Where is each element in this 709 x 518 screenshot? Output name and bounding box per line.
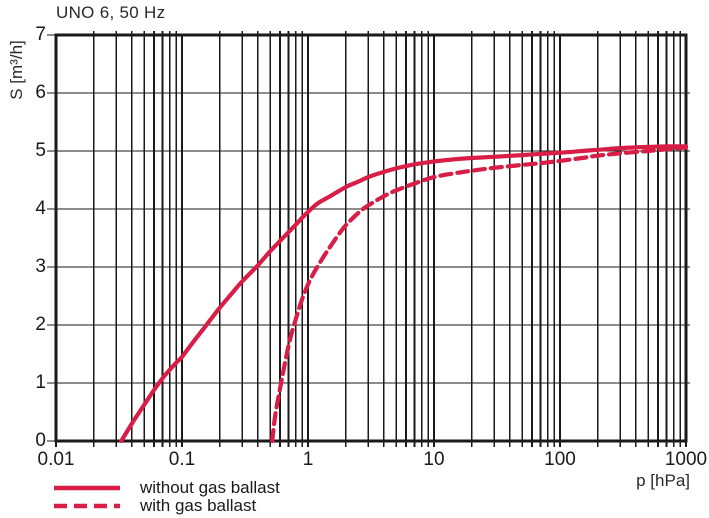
legend-item-without-gas-ballast: without gas ballast (52, 478, 280, 497)
y-tick-label: 2 (35, 314, 46, 335)
y-tick-label: 6 (35, 82, 46, 103)
x-axis-label: p [hPa] (636, 471, 690, 490)
x-tick-label: 1 (302, 449, 314, 470)
x-tick-label: 0.1 (168, 449, 196, 470)
x-tick-label: 100 (544, 449, 576, 470)
x-tick-label: 0.01 (37, 449, 75, 470)
legend-label-without-gas-ballast: without gas ballast (140, 478, 280, 497)
dashed-line-swatch-icon (54, 503, 120, 509)
grid-vertical (54, 31, 688, 447)
solid-line-swatch-icon (54, 485, 120, 491)
y-tick-label: 5 (35, 140, 46, 161)
plot-border (54, 33, 688, 443)
x-tick-label: 1000 (664, 449, 708, 470)
legend: without gas ballast with gas ballast (52, 478, 280, 515)
legend-item-with-gas-ballast: with gas ballast (52, 496, 280, 515)
x-tick-label: 10 (423, 449, 445, 470)
curve-without-gas-ballast (119, 144, 689, 444)
y-tick-label: 0 (35, 430, 46, 451)
y-tick-label: 3 (35, 256, 46, 277)
y-tick-label: 7 (35, 24, 46, 45)
curve-with-gas-ballast (270, 145, 689, 444)
y-tick-label: 1 (35, 372, 46, 393)
y-tick-label: 4 (35, 198, 46, 219)
chart-title: UNO 6, 50 Hz (56, 3, 166, 22)
legend-label-with-gas-ballast: with gas ballast (140, 496, 257, 515)
